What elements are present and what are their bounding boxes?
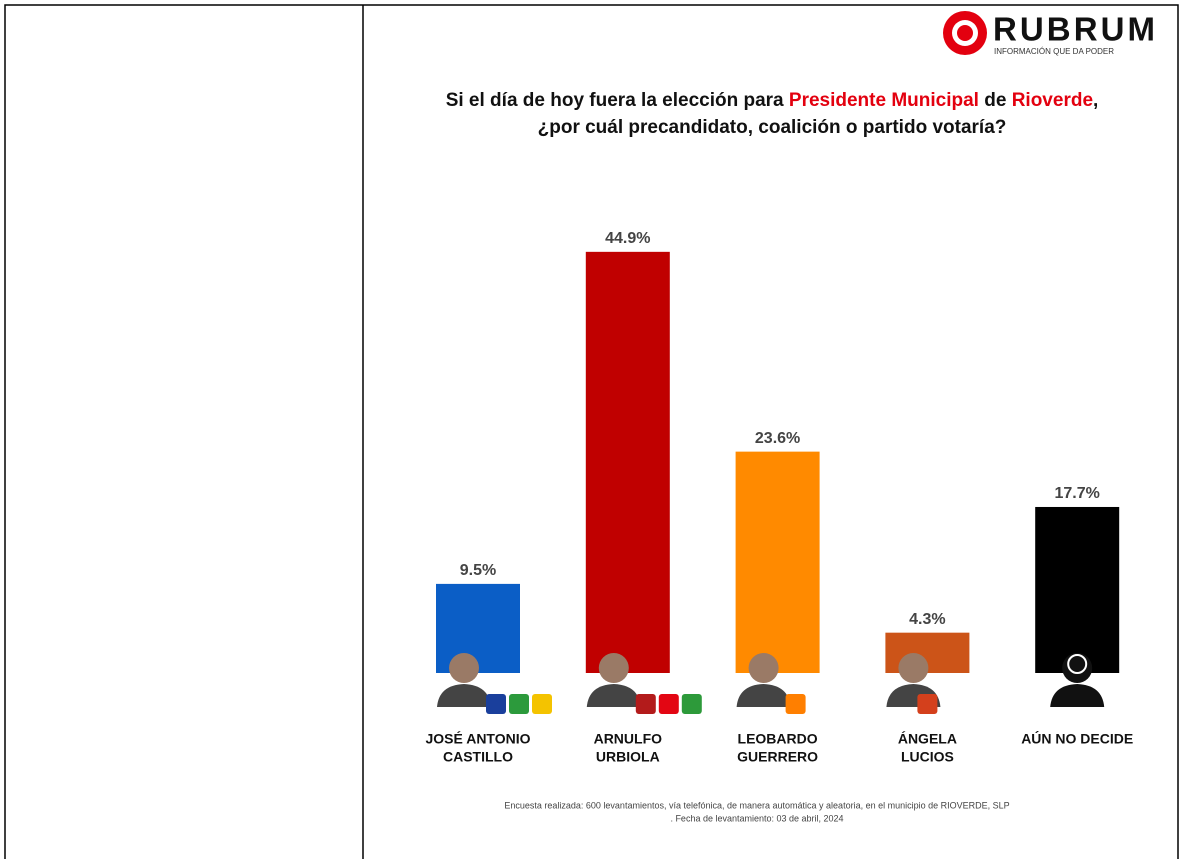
portrait-body (736, 684, 791, 707)
title-part: Si el día de hoy fuera la elección para (446, 90, 784, 111)
x-tick-label: CASTILLO (443, 749, 513, 765)
value-label: 23.6% (755, 430, 800, 447)
party-logo (635, 694, 656, 714)
chart-title: ¿por cuál precandidato, coalición o part… (538, 117, 1007, 138)
party-logo (917, 694, 938, 714)
bar (436, 583, 520, 673)
footnote: . Fecha de levantamiento: 03 de abril, 2… (670, 813, 843, 823)
x-tick-label: ARNULFO (594, 731, 663, 747)
party-logo (681, 694, 702, 714)
value-label: 4.3% (909, 611, 945, 628)
portrait-head (1062, 653, 1093, 683)
logo-name: RUBRUM (993, 11, 1155, 48)
party-logo (658, 694, 679, 714)
bar (735, 451, 820, 673)
x-tick-label: GUERRERO (737, 749, 818, 765)
bar (1035, 506, 1120, 673)
party-logo (486, 694, 506, 714)
x-tick-label: ÁNGELA (898, 731, 957, 747)
value-label: 17.7% (1055, 485, 1100, 502)
logo-dot (957, 25, 973, 41)
party-logo (509, 694, 529, 714)
bar (585, 251, 670, 673)
x-tick-label: JOSÉ ANTONIO (425, 731, 530, 747)
title-part: , (1093, 90, 1098, 111)
value-label: 9.5% (460, 562, 496, 579)
title-highlight: Presidente Municipal (789, 90, 979, 111)
title-part: de (984, 90, 1006, 111)
chart-title: Si el día de hoy fuera la elección para … (446, 90, 1099, 111)
portrait-head (449, 653, 479, 683)
portrait-body (1050, 684, 1105, 707)
x-tick-label: URBIOLA (596, 749, 660, 765)
portrait-head (748, 653, 779, 683)
footnote: Encuesta realizada: 600 levantamientos, … (504, 800, 1009, 810)
portrait-head (598, 653, 629, 683)
party-logo (785, 694, 806, 714)
portrait-body (586, 684, 641, 707)
logo: RUBRUM INFORMACIÓN QUE DA PODER (943, 11, 1155, 56)
unknown-mark (1067, 654, 1088, 674)
party-logo (532, 694, 552, 714)
logo-tagline: INFORMACIÓN QUE DA PODER (994, 47, 1114, 56)
title-highlight: Rioverde (1012, 90, 1093, 111)
x-tick-label: LEOBARDO (738, 731, 818, 747)
portrait-head (898, 653, 929, 683)
portrait-body (437, 684, 491, 707)
x-tick-label: LUCIOS (901, 749, 954, 765)
value-label: 44.9% (605, 230, 650, 247)
table-border (4, 4, 1179, 859)
x-tick-label: AÚN NO DECIDE (1021, 730, 1133, 747)
